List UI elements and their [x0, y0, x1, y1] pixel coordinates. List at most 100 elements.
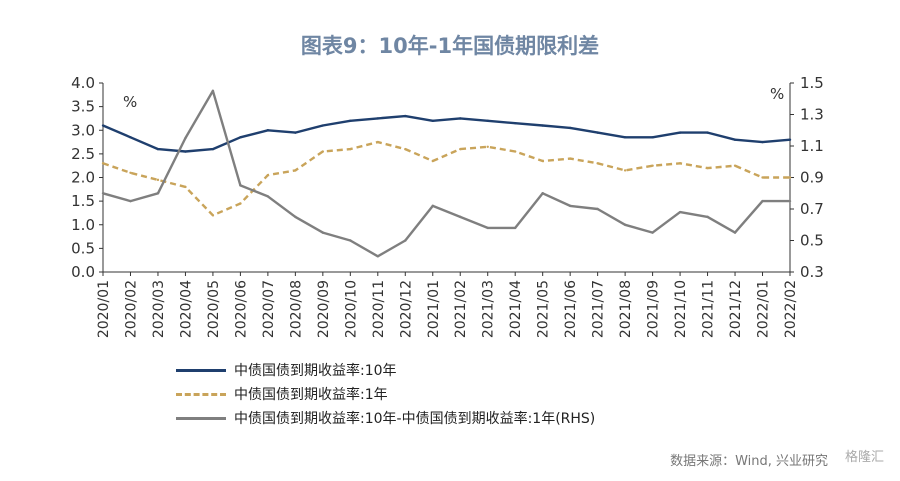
- data-point-series-1: [541, 159, 544, 163]
- right-tick-label: 1.5: [800, 74, 824, 92]
- x-tick-label: 2020/10: [343, 280, 359, 338]
- data-point-series-1: [651, 164, 654, 167]
- data-point-series-2: [211, 89, 215, 93]
- data-point-series-1: [404, 147, 407, 151]
- series-line-2: [102, 89, 790, 258]
- data-point-series-1: [376, 140, 379, 144]
- left-unit-label: %: [123, 93, 137, 111]
- data-point-series-1: [788, 176, 792, 179]
- data-point-series-1: [211, 214, 215, 217]
- data-point-series-2: [486, 226, 489, 230]
- data-point-series-1: [706, 166, 709, 170]
- data-point-series-1: [321, 150, 325, 153]
- series-line-0: [102, 114, 791, 153]
- data-point-series-0: [294, 131, 297, 134]
- data-point-series-0: [266, 129, 270, 132]
- watermark: 格隆汇: [844, 450, 884, 465]
- legend-swatch-1y: [176, 392, 226, 396]
- data-point-series-0: [156, 147, 160, 151]
- data-point-series-2: [541, 192, 544, 195]
- data-point-series-1: [239, 202, 242, 205]
- x-tick-label: 2021/04: [508, 280, 524, 338]
- data-point-series-1: [156, 178, 160, 182]
- data-point-series-2: [404, 239, 407, 242]
- data-point-series-2: [321, 231, 325, 234]
- x-tick-label: 2020/08: [288, 280, 304, 338]
- data-point-series-1: [514, 150, 517, 153]
- right-tick-label: 0.5: [800, 232, 824, 250]
- right-tick-label: 0.7: [800, 200, 824, 218]
- legend-item-spread: 中债国债到期收益率:10年-中债国债到期收益率:1年(RHS): [176, 408, 595, 428]
- data-point-series-1: [184, 185, 187, 189]
- data-point-series-0: [211, 147, 215, 151]
- data-point-series-1: [129, 171, 132, 174]
- x-tick-label: 2021/11: [701, 280, 717, 338]
- data-point-series-2: [294, 215, 297, 219]
- series-line-1: [102, 140, 790, 217]
- data-point-series-0: [514, 121, 517, 125]
- data-point-series-2: [568, 204, 572, 208]
- left-tick-label: 1.5: [71, 192, 95, 210]
- data-point-series-0: [184, 150, 187, 153]
- data-point-series-2: [761, 199, 764, 203]
- data-point-series-0: [321, 124, 325, 127]
- data-point-series-2: [459, 215, 462, 219]
- data-point-series-0: [376, 117, 379, 120]
- x-tick-label: 2020/05: [206, 280, 222, 338]
- source-note: 数据来源：Wind, 兴业研究: [670, 454, 828, 469]
- right-tick-label: 1.3: [800, 106, 824, 124]
- data-point-series-1: [733, 164, 737, 167]
- data-point-series-0: [788, 138, 792, 141]
- data-point-series-1: [431, 159, 434, 163]
- x-tick-label: 2021/05: [536, 280, 552, 338]
- left-tick-label: 3.0: [71, 121, 95, 139]
- data-point-series-1: [623, 169, 627, 172]
- data-point-series-2: [129, 199, 132, 203]
- data-point-series-1: [568, 157, 572, 160]
- data-point-series-0: [431, 119, 434, 123]
- data-point-series-0: [733, 138, 737, 141]
- x-tick-label: 2022/01: [756, 280, 772, 338]
- data-point-series-2: [239, 184, 242, 187]
- data-point-series-2: [596, 207, 599, 211]
- left-tick-label: 4.0: [71, 74, 95, 92]
- data-point-series-0: [486, 119, 489, 123]
- legend-swatch-10y: [176, 368, 226, 372]
- data-point-series-1: [678, 162, 682, 165]
- legend-item-10y: 中债国债到期收益率:10年: [176, 360, 397, 380]
- left-tick-label: 0.5: [71, 239, 95, 257]
- data-point-series-2: [156, 192, 160, 195]
- right-unit-label: %: [770, 85, 784, 103]
- x-tick-label: 2022/02: [783, 280, 799, 338]
- x-tick-label: 2020/03: [151, 280, 167, 338]
- data-point-series-1: [349, 147, 352, 151]
- x-tick-label: 2020/12: [398, 280, 414, 338]
- x-tick-label: 2021/03: [481, 280, 497, 338]
- data-point-series-2: [788, 199, 792, 203]
- data-point-series-1: [761, 176, 764, 179]
- x-tick-label: 2020/04: [178, 280, 194, 338]
- data-point-series-1: [266, 173, 270, 177]
- data-point-series-2: [266, 195, 270, 198]
- legend-swatch-spread: [176, 416, 226, 420]
- right-tick-label: 0.9: [800, 169, 824, 187]
- data-point-series-0: [404, 114, 407, 118]
- right-tick-label: 0.3: [800, 263, 824, 281]
- x-tick-label: 2020/02: [123, 280, 139, 338]
- left-tick-label: 1.0: [71, 216, 95, 234]
- data-point-series-1: [101, 162, 105, 165]
- data-point-series-0: [651, 136, 654, 139]
- data-point-series-2: [514, 226, 517, 230]
- legend-label-spread: 中债国债到期收益率:10年-中债国债到期收益率:1年(RHS): [234, 411, 596, 427]
- data-point-series-0: [761, 140, 764, 144]
- data-point-series-0: [706, 131, 709, 134]
- data-point-series-2: [101, 192, 105, 195]
- x-tick-label: 2020/07: [261, 280, 277, 338]
- data-point-series-2: [623, 223, 627, 226]
- data-point-series-2: [349, 239, 352, 242]
- left-tick-label: 2.0: [71, 169, 95, 187]
- x-tick-label: 2020/01: [96, 280, 112, 338]
- left-tick-label: 2.5: [71, 145, 95, 163]
- legend-label-10y: 中债国债到期收益率:10年: [234, 363, 397, 379]
